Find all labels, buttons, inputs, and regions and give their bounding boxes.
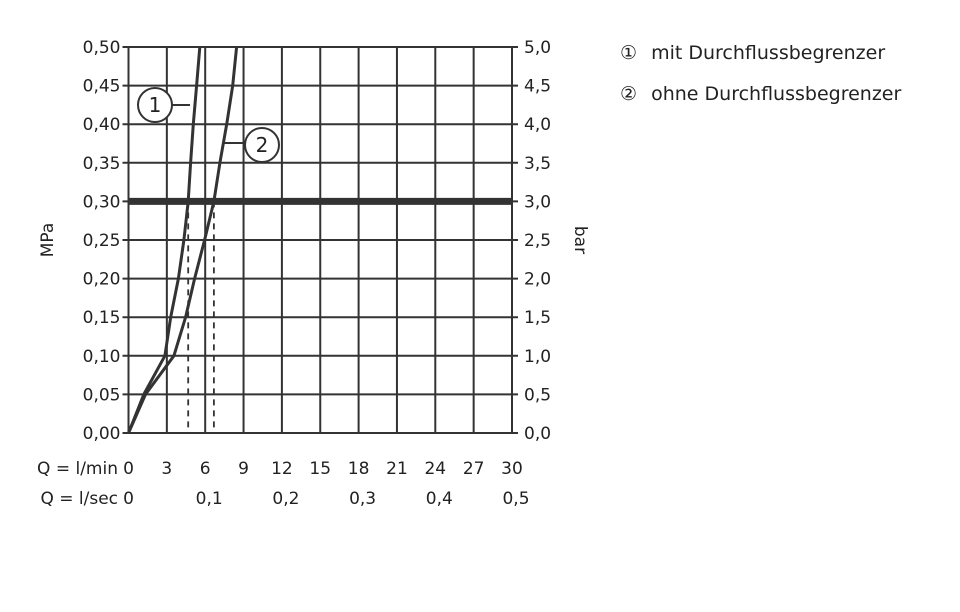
legend-symbol-1: ①: [620, 42, 638, 64]
legend-symbol-2: ②: [620, 83, 638, 105]
label-text-2: 2: [256, 133, 269, 157]
y-tick-label-left: 0,05: [83, 385, 121, 405]
y-tick-label-right: 3,5: [524, 154, 551, 174]
x-tick-label-lmin: 3: [161, 459, 172, 479]
x-tick-label-lmin: 9: [238, 459, 249, 479]
y-tick-label-right: 1,5: [524, 308, 551, 328]
label-circle-2: [244, 127, 280, 163]
x-tick-label-lmin: 12: [271, 459, 293, 479]
label-text-1: 1: [149, 93, 162, 117]
x-tick-label-lsec: 0,1: [196, 489, 223, 509]
y-tick-label-right: 2,5: [524, 231, 551, 251]
y-tick-label-left: 0,30: [83, 192, 121, 212]
x-tick-label-lmin: 30: [501, 459, 523, 479]
legend-label-1: mit Durchflussbegrenzer: [651, 42, 886, 64]
series-line-2: [127, 46, 239, 434]
y-tick-label-right: 1,0: [524, 347, 551, 367]
y-tick-label-left: 0,45: [83, 77, 121, 97]
x-tick-label-lsec: 0,4: [426, 489, 453, 509]
x-tick-label-lsec: 0: [123, 489, 134, 509]
x-tick-label-lmin: 21: [386, 459, 408, 479]
y-tick-label-left: 0,00: [83, 424, 121, 444]
y-tick-label-right: 5,0: [524, 38, 551, 58]
y-tick-label-left: 0,20: [83, 270, 121, 290]
x-tick-label-lmin: 27: [463, 459, 485, 479]
x-tick-label-lmin: 6: [200, 459, 211, 479]
x-tick-label-lmin: 24: [424, 459, 446, 479]
x-tick-label-lmin: 15: [309, 459, 331, 479]
y-axis-label-right: bar: [570, 226, 590, 254]
series-line-1: [127, 46, 202, 434]
x-tick-label-lmin: 0: [123, 459, 134, 479]
y-tick-label-right: 3,0: [524, 192, 551, 212]
y-tick-label-left: 0,10: [83, 347, 121, 367]
y-tick-label-right: 0,5: [524, 385, 551, 405]
y-tick-label-right: 0,0: [524, 424, 551, 444]
x-tick-label-lsec: 0,5: [502, 489, 529, 509]
y-tick-label-right: 4,5: [524, 77, 551, 97]
legend-label-2: ohne Durchflussbegrenzer: [651, 83, 902, 105]
x-tick-label-lsec: 0,3: [349, 489, 376, 509]
y-tick-label-left: 0,50: [83, 38, 121, 58]
y-tick-label-right: 4,0: [524, 115, 551, 135]
legend-item-2: ② ohne Durchflussbegrenzer: [620, 83, 901, 105]
x-axis-label-lsec: Q = l/sec: [40, 489, 118, 509]
x-tick-label-lmin: 18: [348, 459, 370, 479]
legend-item-1: ① mit Durchflussbegrenzer: [620, 42, 885, 64]
y-tick-label-left: 0,25: [83, 231, 121, 251]
label-circle-1: [137, 87, 173, 123]
y-tick-label-left: 0,15: [83, 308, 121, 328]
y-tick-label-left: 0,40: [83, 115, 121, 135]
y-axis-label-left: MPa: [38, 223, 58, 258]
y-tick-label-right: 2,0: [524, 270, 551, 290]
x-axis-label-lmin: Q = l/min: [37, 459, 118, 479]
x-tick-label-lsec: 0,2: [272, 489, 299, 509]
y-tick-label-left: 0,35: [83, 154, 121, 174]
